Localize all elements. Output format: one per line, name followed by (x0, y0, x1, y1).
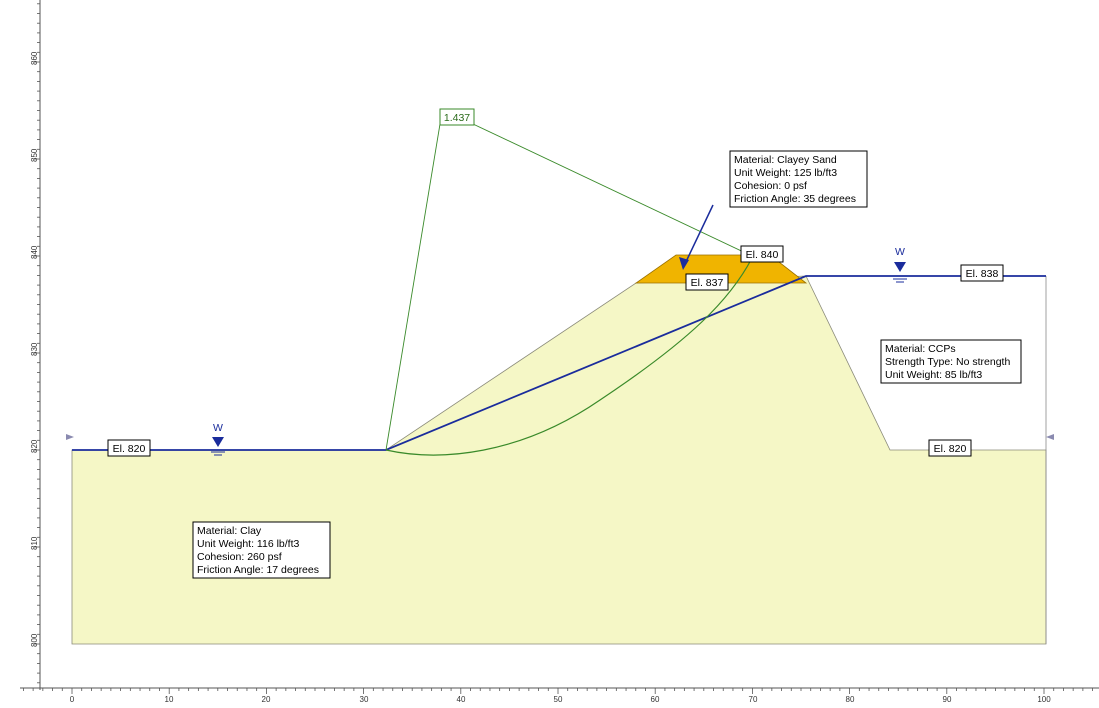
material-line: Friction Angle: 35 degrees (734, 193, 856, 205)
y-axis-minor-ticks (34, 3, 40, 684)
x-tick-label: 70 (749, 695, 758, 704)
material-line: Strength Type: No strength (885, 356, 1010, 368)
water-marker-left-label: W (213, 422, 223, 434)
material-line: Unit Weight: 125 lb/ft3 (734, 167, 837, 179)
elevation-box (928, 439, 972, 457)
elevation-text: El. 820 (113, 443, 146, 455)
material-box (192, 521, 331, 579)
elevation-box (740, 245, 784, 263)
water-triangle-icon (212, 437, 224, 447)
material-line: Cohesion: 260 psf (197, 551, 282, 563)
water-marker-right-label: W (895, 246, 905, 258)
y-tick-label: 810 (30, 536, 39, 550)
elevation-text: El. 837 (691, 277, 724, 289)
y-tick-labels: 800 810 820 830 840 850 860 (30, 51, 39, 647)
clay-region (71, 275, 1047, 645)
y-tick-label: 860 (30, 51, 39, 65)
x-tick-label: 40 (457, 695, 466, 704)
x-tick-label: 100 (1037, 695, 1051, 704)
material-line: Material: Clayey Sand (734, 154, 837, 166)
material-line: Friction Angle: 17 degrees (197, 564, 319, 576)
elevation-label-crest: El. 840 (740, 245, 784, 263)
x-tick-label: 30 (360, 695, 369, 704)
x-axis-minor-ticks (22, 688, 1093, 694)
y-tick-label: 820 (30, 439, 39, 453)
water-marker-left: W (211, 422, 225, 456)
elevation-text: El. 840 (746, 249, 779, 261)
y-tick-label: 840 (30, 245, 39, 259)
factor-of-safety-label: 1.437 (444, 112, 470, 124)
elevation-label-left: El. 820 (107, 439, 151, 457)
y-tick-label: 830 (30, 342, 39, 356)
x-tick-label: 90 (943, 695, 952, 704)
x-tick-label: 50 (554, 695, 563, 704)
elevation-box (960, 264, 1004, 282)
left-boundary-arrow-icon (66, 434, 74, 440)
material-box (880, 339, 1022, 384)
y-tick-label: 850 (30, 148, 39, 162)
radius-line-right (472, 123, 753, 257)
material-box-clayey-sand: Material: Clayey Sand Unit Weight: 125 l… (729, 150, 868, 208)
x-tick-label: 20 (262, 695, 271, 704)
material-line: Unit Weight: 116 lb/ft3 (197, 538, 299, 550)
elevation-text: El. 820 (934, 443, 967, 455)
material-line: Unit Weight: 85 lb/ft3 (885, 369, 982, 381)
x-tick-labels: 0 10 20 30 40 50 60 70 80 90 100 (70, 695, 1051, 704)
water-marker-right: W (893, 246, 907, 283)
elevation-label-toe: El. 820 (928, 439, 972, 457)
elevation-box (107, 439, 151, 457)
material-box (729, 150, 868, 208)
elevation-box (685, 273, 729, 291)
elevation-label-bench: El. 837 (685, 273, 729, 291)
right-boundary-arrow-icon (1046, 434, 1054, 440)
x-tick-label: 0 (70, 695, 75, 704)
material-box-ccps: Material: CCPs Strength Type: No strengt… (880, 339, 1022, 384)
water-table-line (72, 275, 1046, 451)
elevation-label-right: El. 838 (960, 264, 1004, 282)
material-line: Material: CCPs (885, 343, 956, 355)
factor-of-safety-box (439, 108, 475, 126)
elevation-text: El. 838 (966, 268, 999, 280)
x-tick-label: 60 (651, 695, 660, 704)
slip-surface-arc (385, 257, 753, 456)
callout-arrow-line (682, 204, 714, 269)
x-tick-label: 80 (846, 695, 855, 704)
water-triangle-icon (894, 262, 906, 272)
x-tick-label: 10 (165, 695, 174, 704)
material-line: Cohesion: 0 psf (734, 180, 807, 192)
material-line: Material: Clay (197, 525, 262, 537)
callout-arrow-head-icon (679, 257, 689, 270)
y-tick-label: 800 (30, 633, 39, 647)
radius-line-left (385, 117, 442, 451)
material-box-clay: Material: Clay Unit Weight: 116 lb/ft3 C… (192, 521, 331, 579)
